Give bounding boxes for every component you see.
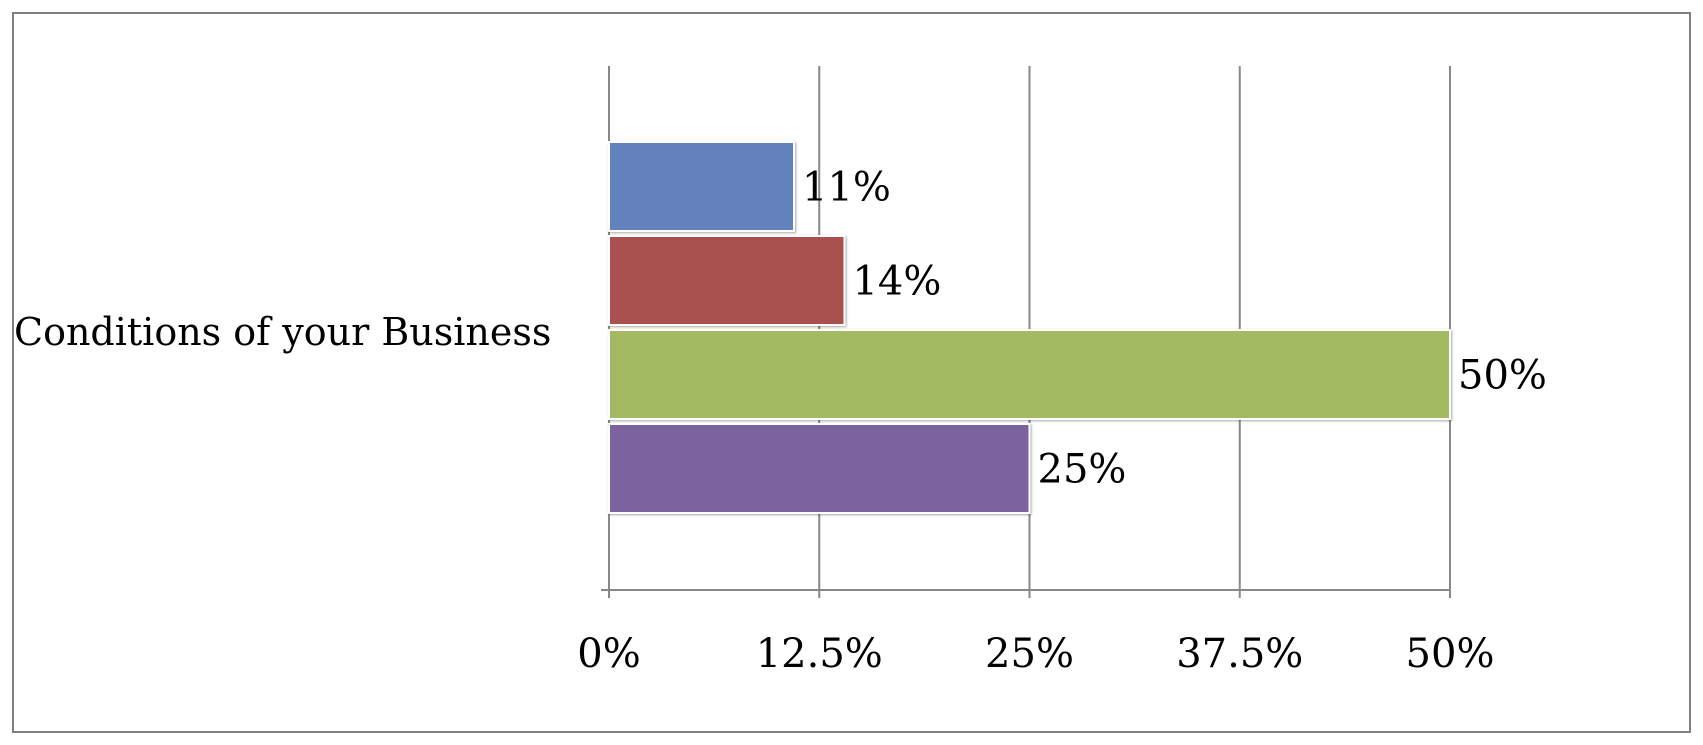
bars bbox=[608, 141, 1451, 514]
bar-2 bbox=[608, 329, 1451, 420]
x-tick-label-4: 50% bbox=[1406, 631, 1495, 677]
data-label-0: 11% bbox=[802, 165, 891, 211]
bar-0 bbox=[608, 141, 796, 232]
x-tick-label-0: 0% bbox=[577, 631, 640, 677]
data-label-3: 25% bbox=[1038, 447, 1127, 493]
data-label-2: 50% bbox=[1458, 353, 1547, 399]
x-axis-ticks: 0% 12.5% 25% 37.5% 50% bbox=[577, 631, 1494, 677]
x-tick-label-3: 37.5% bbox=[1176, 631, 1303, 677]
bar-1 bbox=[608, 235, 846, 326]
category-label: Conditions of your Business bbox=[14, 310, 551, 354]
data-label-1: 14% bbox=[852, 259, 941, 305]
x-tick-label-1: 12.5% bbox=[756, 631, 883, 677]
data-labels: 11% 14% 50% 25% bbox=[802, 165, 1547, 493]
bar-3 bbox=[608, 423, 1031, 514]
x-tick-label-2: 25% bbox=[985, 631, 1074, 677]
